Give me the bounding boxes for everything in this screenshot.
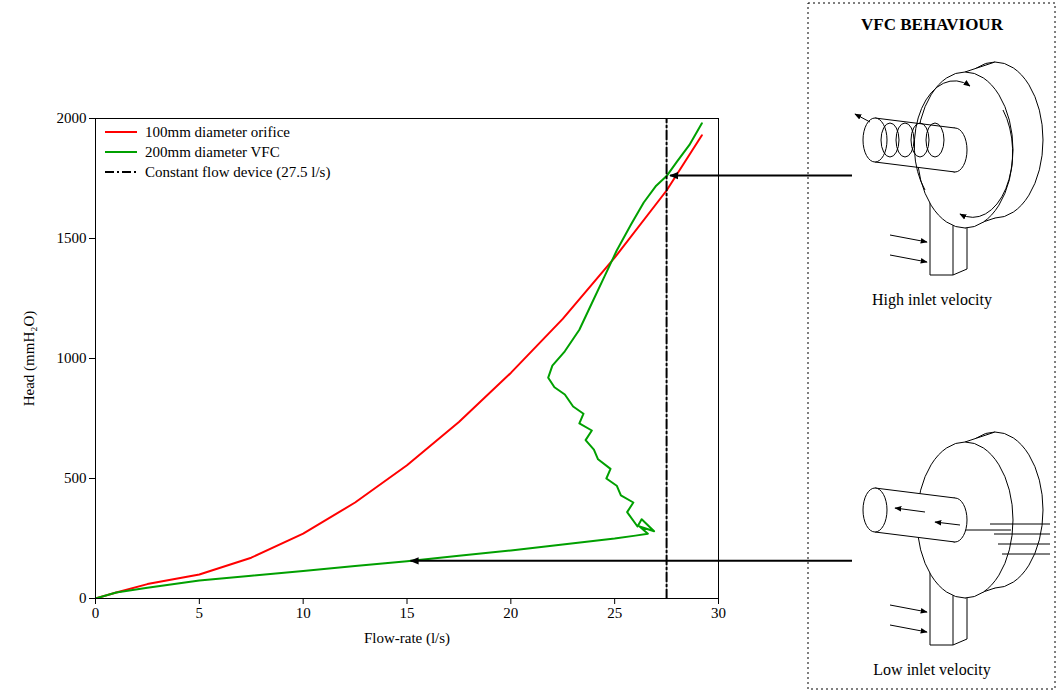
svg-text:25: 25	[607, 605, 622, 621]
svg-text:Low inlet velocity: Low inlet velocity	[873, 661, 990, 679]
svg-text:Head (mmH₂O): Head (mmH₂O)	[21, 311, 38, 407]
svg-text:VFC BEHAVIOUR: VFC BEHAVIOUR	[861, 15, 1004, 34]
svg-text:15: 15	[400, 605, 415, 621]
svg-text:Flow-rate (l/s): Flow-rate (l/s)	[364, 630, 450, 647]
svg-text:20: 20	[503, 605, 518, 621]
svg-text:High inlet velocity: High inlet velocity	[872, 291, 992, 309]
svg-text:100mm diameter orifice: 100mm diameter orifice	[145, 124, 290, 140]
svg-text:1500: 1500	[57, 230, 87, 246]
svg-text:200mm diameter VFC: 200mm diameter VFC	[145, 144, 280, 160]
svg-text:30: 30	[711, 605, 726, 621]
svg-text:500: 500	[64, 470, 87, 486]
svg-text:0: 0	[79, 590, 87, 606]
svg-text:2000: 2000	[57, 110, 87, 126]
svg-text:1000: 1000	[57, 350, 87, 366]
svg-text:Constant flow device (27.5 l/s: Constant flow device (27.5 l/s)	[145, 164, 330, 181]
svg-text:5: 5	[196, 605, 204, 621]
svg-text:10: 10	[296, 605, 311, 621]
svg-text:0: 0	[92, 605, 100, 621]
